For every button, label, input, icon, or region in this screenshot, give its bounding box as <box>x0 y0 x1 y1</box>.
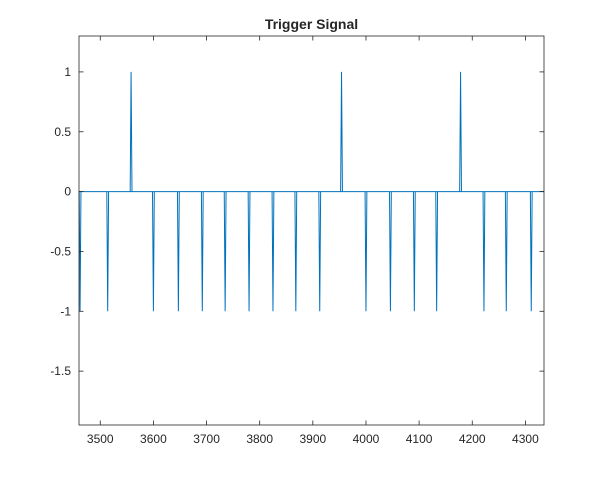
x-axis: 3500 3600 3700 3800 3900 4000 4100 4200 4300 <box>87 36 539 446</box>
signal-pulse-down <box>318 191 322 312</box>
signal-pulse-up <box>340 71 343 192</box>
signal-pulse-down <box>504 191 508 312</box>
x-tick-label: 4100 <box>406 432 433 446</box>
signal-pulse-down <box>152 191 155 312</box>
signal-pulse-down <box>247 191 251 312</box>
x-tick-label: 4300 <box>512 432 539 446</box>
y-tick-label: -1 <box>60 304 71 318</box>
y-tick-label: -1.5 <box>50 364 71 378</box>
y-axis: 1 0.5 0 -0.5 -1 -1.5 <box>50 65 544 378</box>
signal-pulse-down <box>389 191 392 312</box>
signal-pulse-up <box>459 71 462 192</box>
signal-pulse-up <box>129 71 133 192</box>
plot-background <box>79 36 544 425</box>
x-tick-label: 3900 <box>299 432 326 446</box>
x-tick-label: 3700 <box>193 432 220 446</box>
y-tick-label: -0.5 <box>50 244 71 258</box>
signal-pulse-down <box>294 191 298 312</box>
signal-pulse-down <box>271 191 275 312</box>
plot-frame <box>78 35 545 426</box>
series-layer <box>78 71 544 312</box>
y-tick-label: 0 <box>64 185 71 199</box>
signal-pulse-down <box>529 191 533 312</box>
signal-pulse-down <box>435 191 439 312</box>
signal-pulse-down <box>482 191 486 312</box>
signal-pulse-down <box>364 191 368 312</box>
x-tick-label: 3800 <box>246 432 273 446</box>
signal-pulse-down <box>106 191 110 312</box>
x-tick-label: 4000 <box>353 432 380 446</box>
x-tick-label: 3600 <box>140 432 167 446</box>
y-tick-label: 1 <box>64 65 71 79</box>
x-tick-label: 3500 <box>87 432 114 446</box>
signal-pulse-down <box>200 191 204 312</box>
chart-title: Trigger Signal <box>265 16 358 32</box>
signal-pulse-down <box>176 191 180 312</box>
signal-pulse-down <box>223 191 227 312</box>
x-tick-label: 4200 <box>459 432 486 446</box>
signal-pulse-down <box>412 191 416 312</box>
y-tick-label: 0.5 <box>54 125 71 139</box>
